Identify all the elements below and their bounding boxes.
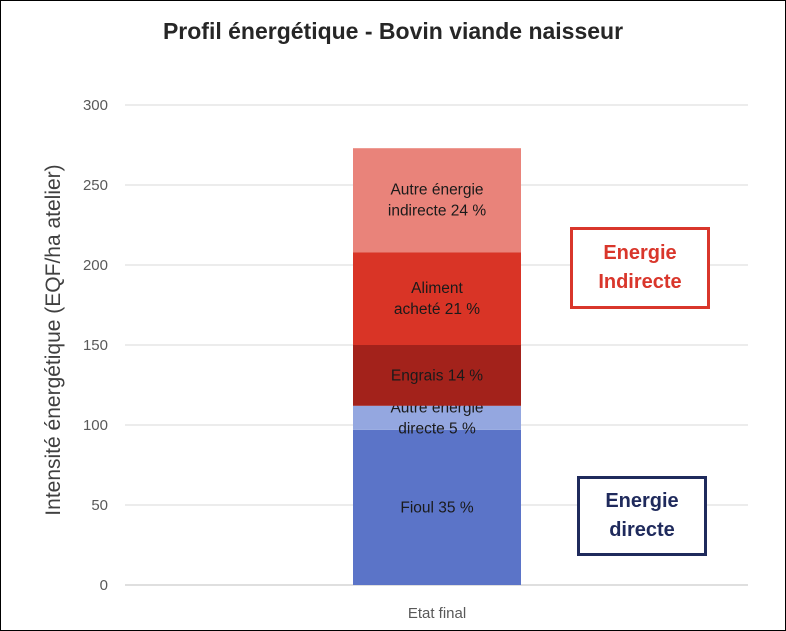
energie-directe-label: Energie directe [605,490,679,541]
bar-segment [353,148,521,253]
bar-segment [353,252,521,345]
chart-title: Profil énergétique - Bovin viande naisse… [162,18,624,44]
y-tick-label: 100 [83,417,108,434]
bar-segment [353,429,521,585]
y-tick-label: 250 [83,177,108,194]
bar-segment [353,405,521,430]
y-tick-label: 0 [100,577,108,594]
y-tick-label: 200 [83,257,108,274]
y-tick-label: 150 [83,337,108,354]
bar-data-label: Autre énergie indirecte 24 % [388,182,486,220]
bar-segment [353,345,521,406]
bar-data-label: Engrais 14 % [391,367,483,384]
energie-indirecte-label: Energie Indirecte [598,242,682,293]
y-tick-label: 50 [91,497,108,514]
bar-data-label: Fioul 35 % [400,499,473,516]
bar-data-label: Aliment acheté 21 % [394,280,480,318]
energie-directe-annotation: Energie directe [577,476,707,556]
x-tick-label: Etat final [408,605,466,622]
y-tick-label: 300 [83,97,108,114]
energie-indirecte-annotation: Energie Indirecte [570,227,710,309]
